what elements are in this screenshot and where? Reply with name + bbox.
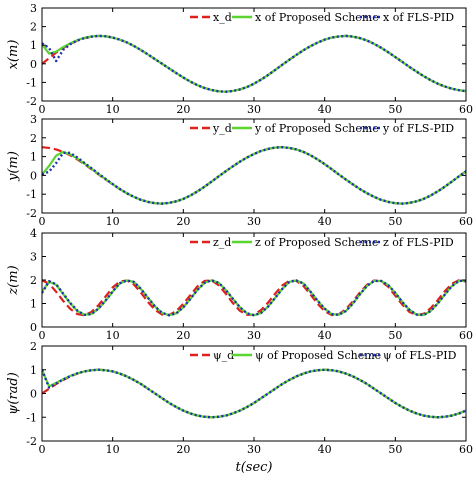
- legend-label-2: y of Proposed Scheme: [254, 122, 379, 135]
- y-axis-label: x(m): [6, 40, 21, 70]
- panel-4: 0 10 20 30 40 50 60 -2 -1 0 1 2 ψ(rad) t(sec) ψ_d ψ of …: [6, 340, 473, 475]
- x-tick-label: 20: [176, 329, 190, 342]
- y-axis-label: ψ(rad): [6, 372, 21, 415]
- x-tick-label: 50: [388, 329, 402, 342]
- x-tick-label: 40: [318, 215, 332, 228]
- x-tick-label: 60: [459, 103, 473, 116]
- legend-label-1: y_d: [212, 122, 232, 135]
- y-tick-label: 3: [30, 113, 37, 126]
- series-line-3: [42, 146, 466, 205]
- y-tick-label: 2: [30, 340, 37, 353]
- x-tick-label: 10: [106, 215, 120, 228]
- panel-1: 0 10 20 30 40 50 60 -2 -1 0 1 2 3 x(m) x_d x of Propose…: [6, 2, 473, 116]
- y-axis-label: y(m): [6, 151, 21, 182]
- y-tick-label: 2: [30, 274, 37, 287]
- x-tick-label: 20: [176, 103, 190, 116]
- series-line-1: [42, 368, 466, 419]
- y-tick-label: -2: [26, 207, 37, 220]
- x-tick-label: 60: [459, 443, 473, 456]
- y-tick-label: 0: [30, 321, 37, 334]
- x-tick-label: 10: [106, 329, 120, 342]
- y-axis-label: z(m): [6, 265, 21, 295]
- series-line-2: [42, 368, 466, 419]
- legend-label-3: x of FLS-PID: [383, 11, 454, 24]
- legend-label-1: x_d: [213, 11, 232, 24]
- panel-3: 0 10 20 30 40 50 60 0 1 2 3 4 z(m) z_d z of Proposed S…: [6, 227, 473, 342]
- series-line-3: [42, 368, 466, 419]
- y-tick-label: 3: [30, 251, 37, 264]
- y-tick-label: -1: [26, 188, 37, 201]
- x-tick-label: 40: [318, 329, 332, 342]
- legend-label-2: z of Proposed Scheme: [255, 236, 378, 249]
- legend-label-3: y of FLS-PID: [382, 122, 454, 135]
- legend-label-2: x of Proposed Scheme: [255, 11, 379, 24]
- y-tick-label: -2: [26, 95, 37, 108]
- x-tick-label: 10: [106, 443, 120, 456]
- y-tick-label: 1: [30, 39, 37, 52]
- x-tick-label: 0: [39, 103, 46, 116]
- y-tick-label: 1: [30, 298, 37, 311]
- y-tick-label: 2: [30, 132, 37, 145]
- series-line-2: [42, 146, 466, 205]
- y-tick-label: 2: [30, 21, 37, 34]
- y-tick-label: 0: [30, 388, 37, 401]
- x-tick-label: 50: [388, 215, 402, 228]
- series-line-3: [42, 279, 466, 317]
- x-tick-label: 0: [39, 329, 46, 342]
- x-tick-label: 50: [388, 103, 402, 116]
- x-tick-label: 40: [318, 103, 332, 116]
- legend-label-1: ψ_d: [213, 349, 234, 362]
- legend-label-2: ψ of Proposed Scheme: [255, 349, 381, 362]
- x-tick-label: 30: [247, 103, 261, 116]
- y-tick-label: 4: [30, 227, 37, 240]
- x-tick-label: 20: [176, 215, 190, 228]
- y-tick-label: 3: [30, 2, 37, 15]
- panel-2: 0 10 20 30 40 50 60 -2 -1 0 1 2 3 y(m) y_d y of Propose…: [6, 113, 473, 228]
- series-line-3: [42, 34, 466, 93]
- legend-label-3: z of FLS-PID: [383, 236, 454, 249]
- legend-label-3: ψ of FLS-PID: [383, 349, 457, 362]
- y-tick-label: -1: [26, 411, 37, 424]
- legend-label-1: z_d: [213, 236, 231, 249]
- x-tick-label: 30: [247, 215, 261, 228]
- x-tick-label: 0: [39, 215, 46, 228]
- series-line-1: [42, 146, 466, 205]
- x-tick-label: 40: [318, 443, 332, 456]
- x-tick-label: 30: [247, 329, 261, 342]
- x-axis-label: t(sec): [235, 460, 272, 475]
- x-tick-label: 60: [459, 215, 473, 228]
- x-tick-label: 60: [459, 329, 473, 342]
- series-line-2: [42, 34, 466, 93]
- y-tick-label: 1: [30, 364, 37, 377]
- x-tick-label: 30: [247, 443, 261, 456]
- x-tick-label: 20: [176, 443, 190, 456]
- y-tick-label: -1: [26, 76, 37, 89]
- y-tick-label: 1: [30, 151, 37, 164]
- y-tick-label: -2: [26, 435, 37, 448]
- x-tick-label: 10: [106, 103, 120, 116]
- y-tick-label: 0: [30, 169, 37, 182]
- x-tick-label: 0: [39, 443, 46, 456]
- series-line-1: [42, 279, 466, 317]
- x-tick-label: 50: [388, 443, 402, 456]
- y-tick-label: 0: [30, 58, 37, 71]
